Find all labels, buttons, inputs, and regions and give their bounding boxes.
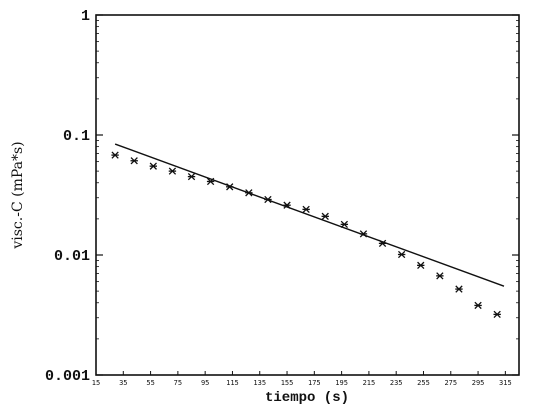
data-point xyxy=(111,151,119,159)
data-point xyxy=(397,250,406,259)
data-point xyxy=(302,205,310,214)
data-point xyxy=(130,157,138,165)
data-point xyxy=(436,272,444,280)
y-tick-label: 0.01 xyxy=(54,248,90,265)
x-tick-label: 35 xyxy=(119,379,127,387)
data-point xyxy=(378,239,387,248)
data-point xyxy=(149,162,158,170)
fit-line xyxy=(114,143,505,287)
x-tick-label: 295 xyxy=(472,379,485,387)
x-tick-label: 235 xyxy=(390,379,403,387)
data-point xyxy=(168,167,177,175)
y-tick-label: 0.001 xyxy=(45,368,90,385)
x-tick-labels: 15 35 55 75 95 115 135 155 175 195 215 235 255 275 295… xyxy=(92,379,512,387)
data-point xyxy=(359,230,368,238)
x-tick-label: 115 xyxy=(226,379,239,387)
x-tick-label: 135 xyxy=(253,379,266,387)
data-point xyxy=(226,183,234,191)
x-tick-label: 75 xyxy=(174,379,182,387)
data-point xyxy=(206,177,215,186)
fit-line-layer xyxy=(114,143,505,287)
data-point xyxy=(321,212,329,220)
x-tick-label: 95 xyxy=(201,379,209,387)
x-tick-marks xyxy=(95,371,506,375)
data-point xyxy=(417,261,425,270)
y-tick-label: 0.1 xyxy=(63,128,90,145)
data-point xyxy=(474,301,482,310)
data-point xyxy=(493,310,501,319)
y-axis-title: visc.-C (mPa*s) xyxy=(10,141,26,249)
y-tick-marks xyxy=(96,14,519,376)
x-axis-title: tiempo (s) xyxy=(265,390,349,406)
data-point xyxy=(455,285,463,293)
data-point xyxy=(340,220,349,229)
x-tick-label: 255 xyxy=(417,379,430,387)
data-point xyxy=(283,201,291,209)
x-tick-label: 275 xyxy=(444,379,457,387)
data-points-layer xyxy=(111,151,501,319)
y-tick-label: 1 xyxy=(81,8,90,25)
x-tick-label: 315 xyxy=(499,379,512,387)
x-tick-label: 175 xyxy=(308,379,321,387)
y-tick-labels: 0.001 0.01 0.1 1 xyxy=(45,8,90,385)
plot-frame xyxy=(95,14,520,376)
x-tick-label: 15 xyxy=(92,379,100,387)
data-point xyxy=(187,172,196,181)
x-tick-label: 55 xyxy=(146,379,154,387)
x-tick-label: 215 xyxy=(363,379,376,387)
x-tick-label: 155 xyxy=(281,379,294,387)
data-point xyxy=(245,189,253,197)
x-tick-label: 195 xyxy=(335,379,348,387)
data-point xyxy=(264,195,272,204)
